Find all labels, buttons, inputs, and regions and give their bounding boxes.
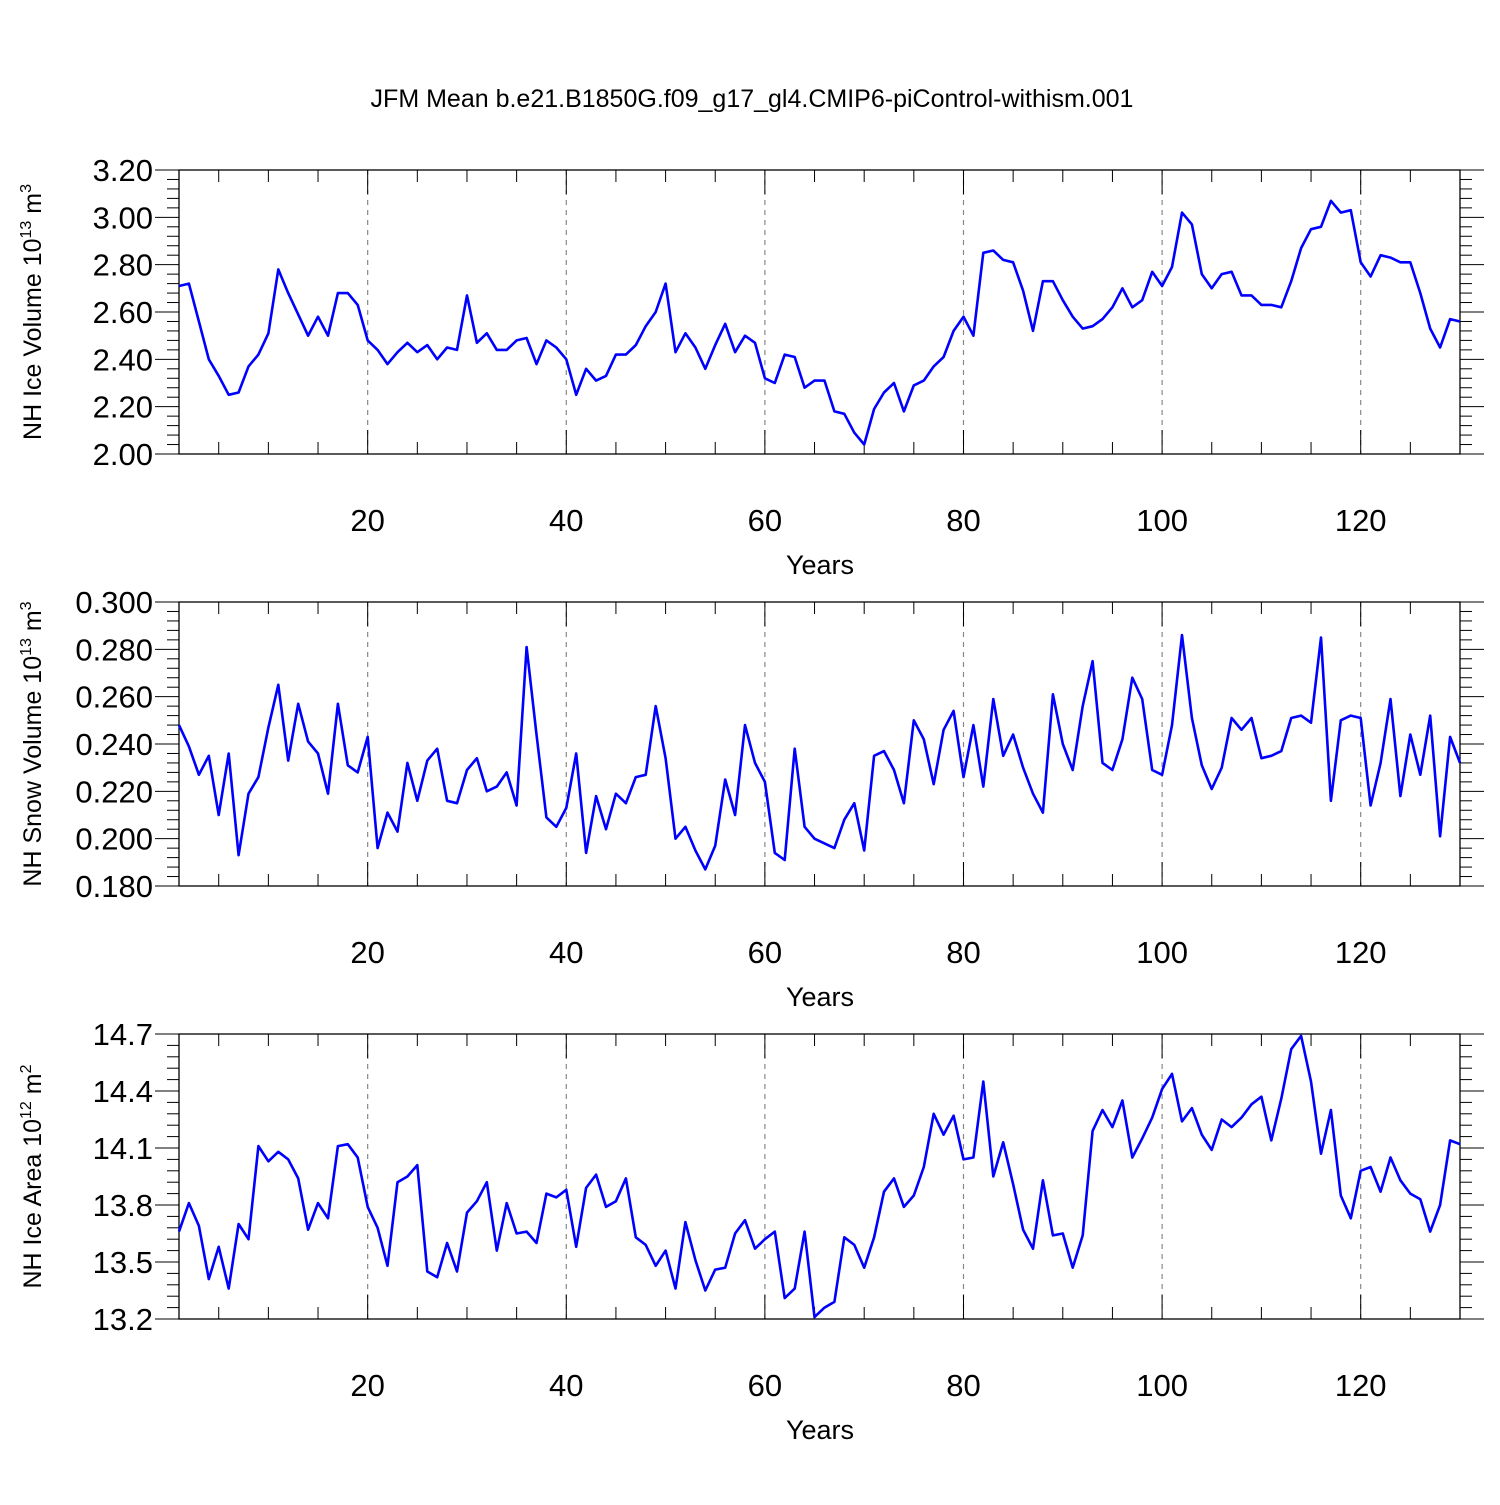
series-line: [178, 199, 1461, 446]
y-axis-label-unit: m: [19, 610, 47, 638]
y-axis-label-main: NH Ice Area 10: [19, 1119, 47, 1289]
y-axis-label-main: NH Ice Volume 10: [19, 238, 47, 440]
x-tick-label: 80: [946, 503, 980, 538]
chart-panel-2: 0.180 0.200 0.220 0.240 0.260 0.280 0.300 20 40 6…: [18, 585, 1484, 1012]
x-tick-label: 60: [748, 935, 782, 970]
y-tick-label: 0.220: [75, 774, 153, 809]
y-axis-label-unit: m: [19, 1073, 47, 1101]
x-axis-label: Years: [786, 550, 854, 580]
y-tick-label: 0.200: [75, 822, 153, 857]
y-axis-label: NH Snow Volume 1013 m3: [18, 601, 47, 886]
x-axis-label: Years: [786, 1415, 854, 1445]
y-axis-label-main: NH Snow Volume 10: [19, 656, 47, 887]
x-tick-label: 100: [1136, 935, 1188, 970]
x-tick-label: 100: [1136, 1368, 1188, 1403]
x-tick-label: 60: [748, 503, 782, 538]
y-tick-label: 0.300: [75, 585, 153, 620]
plot-frame: [178, 1033, 1461, 1320]
y-tick-label: 13.5: [93, 1245, 153, 1280]
y-tick-label: 2.60: [93, 295, 153, 330]
plot-frame: [178, 601, 1461, 887]
x-tick-label: 40: [549, 1368, 583, 1403]
y-axis-label-exponent: 13: [18, 638, 35, 656]
series-line: [177, 633, 1462, 871]
chart-title: JFM Mean b.e21.B1850G.f09_g17_gl4.CMIP6-…: [371, 85, 1134, 113]
y-tick-label: 0.240: [75, 727, 153, 762]
x-tick-label: 20: [350, 935, 384, 970]
series-line: [177, 1034, 1461, 1319]
x-tick-label: 40: [549, 503, 583, 538]
y-tick-label: 0.260: [75, 680, 153, 715]
y-tick-label: 0.180: [75, 869, 153, 904]
y-tick-label: 2.80: [93, 248, 153, 283]
y-tick-label: 14.1: [93, 1131, 153, 1166]
y-axis-label-unit: m: [19, 193, 47, 221]
x-tick-label: 20: [350, 503, 384, 538]
y-tick-label: 2.00: [93, 437, 153, 472]
y-tick-label: 14.4: [93, 1074, 153, 1109]
y-tick-label: 13.8: [93, 1188, 153, 1223]
x-axis-label: Years: [786, 982, 854, 1012]
y-tick-label: 2.40: [93, 342, 153, 377]
y-axis-label: NH Ice Area 1012 m2: [18, 1064, 47, 1288]
x-tick-label: 80: [946, 935, 980, 970]
y-tick-label: 3.00: [93, 200, 153, 235]
x-tick-label: 20: [350, 1368, 384, 1403]
y-axis-label-unit-exponent: 2: [18, 1064, 35, 1073]
y-tick-label: 14.7: [93, 1017, 153, 1052]
y-axis-label-exponent: 12: [18, 1101, 35, 1119]
y-axis-label: NH Ice Volume 1013 m3: [18, 184, 47, 440]
y-tick-label: 0.280: [75, 632, 153, 667]
x-tick-label: 120: [1335, 503, 1387, 538]
chart-panel-3: 13.2 13.5 13.8 14.1 14.4 14.7 20 40 60 80 100 120 Ye…: [18, 1017, 1484, 1445]
x-tick-label: 120: [1335, 1368, 1387, 1403]
plot-frame: [178, 169, 1461, 455]
y-axis-label-unit-exponent: 3: [18, 184, 35, 193]
y-tick-label: 13.2: [93, 1302, 153, 1337]
x-tick-label: 100: [1136, 503, 1188, 538]
y-tick-label: 2.20: [93, 390, 153, 425]
x-tick-label: 80: [946, 1368, 980, 1403]
y-axis-label-exponent: 13: [18, 221, 35, 239]
x-tick-label: 120: [1335, 935, 1387, 970]
y-tick-label: 3.20: [93, 153, 153, 188]
x-tick-label: 60: [748, 1368, 782, 1403]
chart-panel-1: 2.00 2.20 2.40 2.60 2.80 3.00 3.20 20 40 60 80 100 1…: [18, 153, 1484, 580]
y-axis-label-unit-exponent: 3: [18, 601, 35, 610]
x-tick-label: 40: [549, 935, 583, 970]
